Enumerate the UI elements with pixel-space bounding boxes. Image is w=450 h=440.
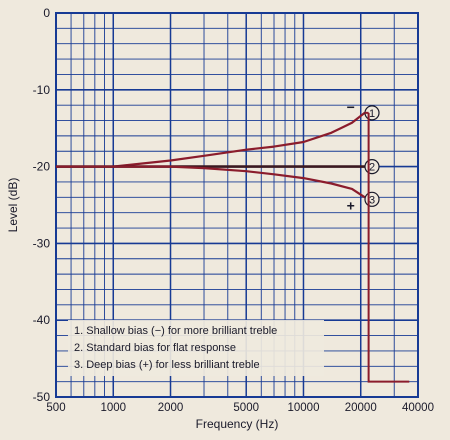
y-tick-label: -40 [33, 313, 51, 327]
x-tick-label: 40000 [402, 402, 434, 414]
legend: 1. Shallow bias (−) for more brilliant t… [68, 320, 324, 376]
y-tick-label: -20 [33, 160, 51, 174]
x-tick-label: 10000 [287, 402, 319, 414]
y-axis-ticks: 0 -10 -20 -30 -40 -50 [33, 6, 51, 404]
x-tick-label: 20000 [345, 402, 377, 414]
series-sign: − [347, 99, 355, 115]
series-marker-number: 3 [369, 194, 375, 206]
x-axis-label: Frequency (Hz) [196, 417, 279, 431]
legend-item-3: 3. Deep bias (+) for less brilliant treb… [74, 359, 260, 371]
y-tick-label: -30 [33, 236, 51, 250]
x-tick-label: 2000 [158, 402, 184, 414]
legend-box [68, 320, 324, 376]
cutoff-line [367, 112, 410, 383]
y-tick-label: -50 [33, 390, 51, 404]
series-marker-number: 1 [369, 108, 375, 120]
x-tick-label: 500 [46, 402, 65, 414]
legend-item-2: 2. Standard bias for flat response [74, 342, 236, 354]
x-tick-label: 1000 [100, 402, 126, 414]
y-tick-label: -10 [33, 83, 51, 97]
y-tick-label: 0 [43, 6, 50, 20]
x-tick-label: 5000 [233, 402, 259, 414]
y-axis-label: Level (dB) [6, 178, 20, 233]
series-line-1 [56, 111, 366, 168]
series-marker-number: 2 [369, 162, 375, 174]
x-axis-ticks: 500 1000 2000 5000 10000 20000 40000 [46, 402, 434, 414]
plot-frame [55, 12, 419, 398]
series-sign: + [347, 197, 355, 213]
series-line-3 [56, 165, 366, 199]
legend-item-1: 1. Shallow bias (−) for more brilliant t… [74, 325, 277, 337]
series-group: 1 − 2 3 + [56, 99, 410, 383]
